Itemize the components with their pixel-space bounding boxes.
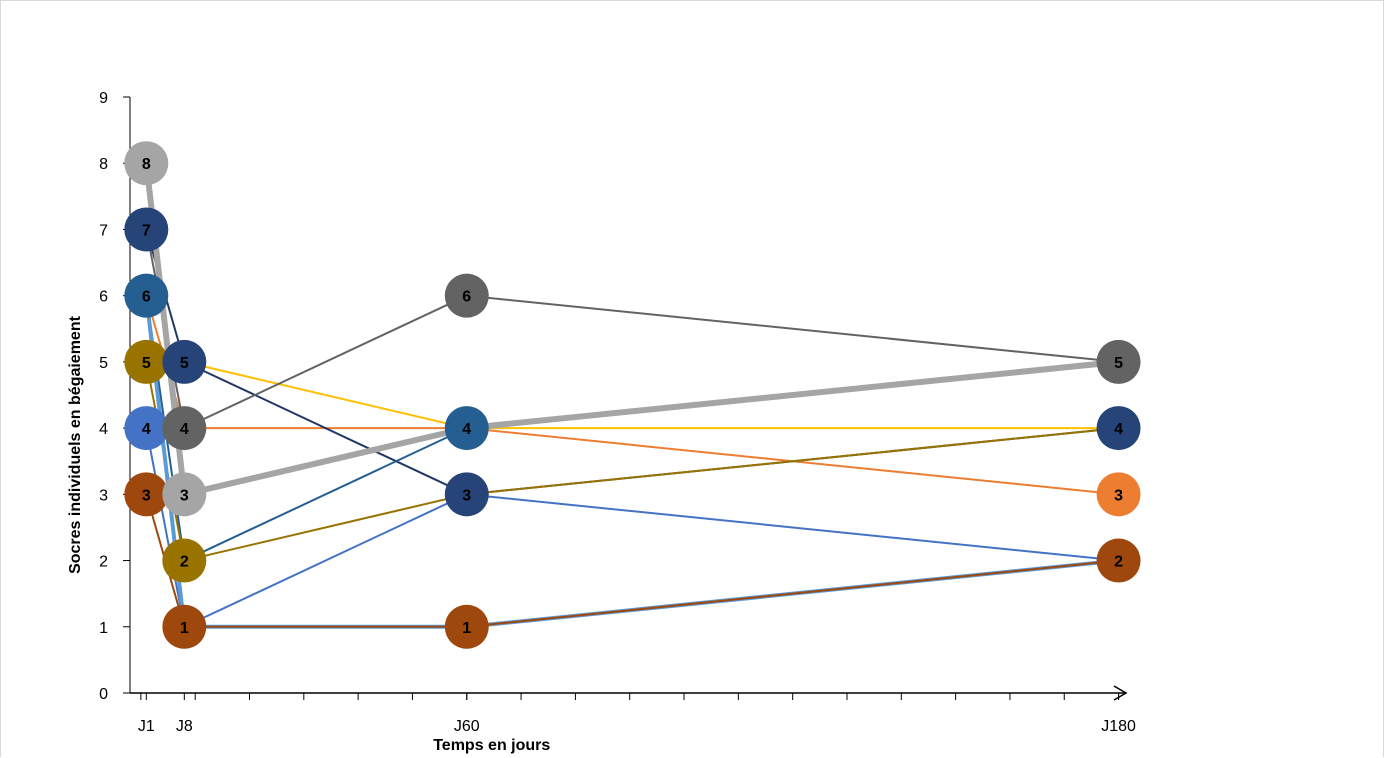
data-point-marker — [124, 406, 169, 451]
data-point-label: 4 — [180, 421, 189, 438]
series-line-4 — [145, 427, 1119, 628]
data-point-label: 5 — [142, 355, 151, 372]
data-point-marker — [162, 406, 207, 451]
data-point-label: 4 — [142, 421, 151, 438]
data-point-marker — [444, 406, 489, 451]
data-point-label: 2 — [180, 554, 189, 571]
x-axis-title: Temps en jours — [433, 737, 550, 754]
y-tick-label: 0 — [99, 686, 108, 703]
series-line-1 — [146, 360, 1119, 430]
data-point-marker — [124, 273, 169, 318]
x-tick-label: J180 — [1101, 718, 1136, 735]
data-point-label: 3 — [1114, 487, 1123, 504]
y-tick-label: 5 — [99, 355, 108, 372]
data-point-marker — [444, 472, 489, 517]
data-point-label: 5 — [1114, 355, 1123, 372]
data-point-marker — [162, 339, 207, 384]
data-point-label: 4 — [462, 421, 471, 438]
data-point-label: 6 — [142, 289, 151, 306]
data-point-label: 1 — [180, 620, 189, 637]
y-tick-label: 9 — [99, 90, 108, 107]
y-tick-label: 7 — [99, 222, 108, 239]
data-point-marker — [444, 273, 489, 318]
data-point-label: 6 — [462, 289, 471, 306]
x-tick-label: J1 — [138, 718, 155, 735]
data-point-label: 8 — [142, 156, 151, 173]
data-point-label: 1 — [462, 620, 471, 637]
y-tick-label: 6 — [99, 289, 108, 306]
marker-layer: 8 7 6 5 4 3 5 4 3 2 1 6 4 3 1 5 4 3 2 — [124, 141, 1141, 649]
x-tick-label: J8 — [176, 718, 193, 735]
data-point-label: 3 — [180, 487, 189, 504]
series-line-8 — [145, 361, 1119, 562]
y-tick-label: 3 — [99, 487, 108, 504]
data-point-label: 4 — [1114, 421, 1123, 438]
y-tick-label: 4 — [99, 421, 108, 438]
axes-layer: 0 1 2 3 4 5 6 7 8 9 J1 J8 J60 J180 — [99, 90, 1136, 735]
data-point-marker — [444, 604, 489, 649]
data-point-marker — [124, 472, 169, 517]
series-line-10 — [145, 494, 1119, 628]
data-point-marker — [162, 538, 207, 583]
data-point-marker — [124, 141, 169, 186]
series-line-11 — [143, 162, 1119, 498]
data-point-marker — [162, 604, 207, 649]
data-point-marker — [1096, 538, 1141, 583]
data-point-marker — [1096, 339, 1141, 384]
data-point-label: 3 — [142, 487, 151, 504]
series-line-7 — [145, 229, 1119, 430]
y-tick-label: 8 — [99, 156, 108, 173]
series-line-2 — [145, 295, 1119, 496]
data-point-label: 5 — [180, 355, 189, 372]
series-layer — [143, 162, 1119, 629]
y-axis-title: Socres individuels en bégaiement — [67, 315, 84, 574]
data-point-marker — [124, 207, 169, 252]
data-point-marker — [124, 339, 169, 384]
x-tick-label: J60 — [454, 718, 480, 735]
series-line-3 — [145, 229, 1119, 496]
data-point-marker — [162, 472, 207, 517]
data-point-label: 3 — [462, 487, 471, 504]
y-tick-label: 1 — [99, 620, 108, 637]
data-point-marker — [1096, 406, 1141, 451]
data-point-label: 2 — [1114, 554, 1123, 571]
data-point-marker — [1096, 472, 1141, 517]
y-tick-label: 2 — [99, 554, 108, 571]
x-axis-arrow — [1113, 685, 1128, 701]
data-point-label: 7 — [142, 222, 151, 239]
